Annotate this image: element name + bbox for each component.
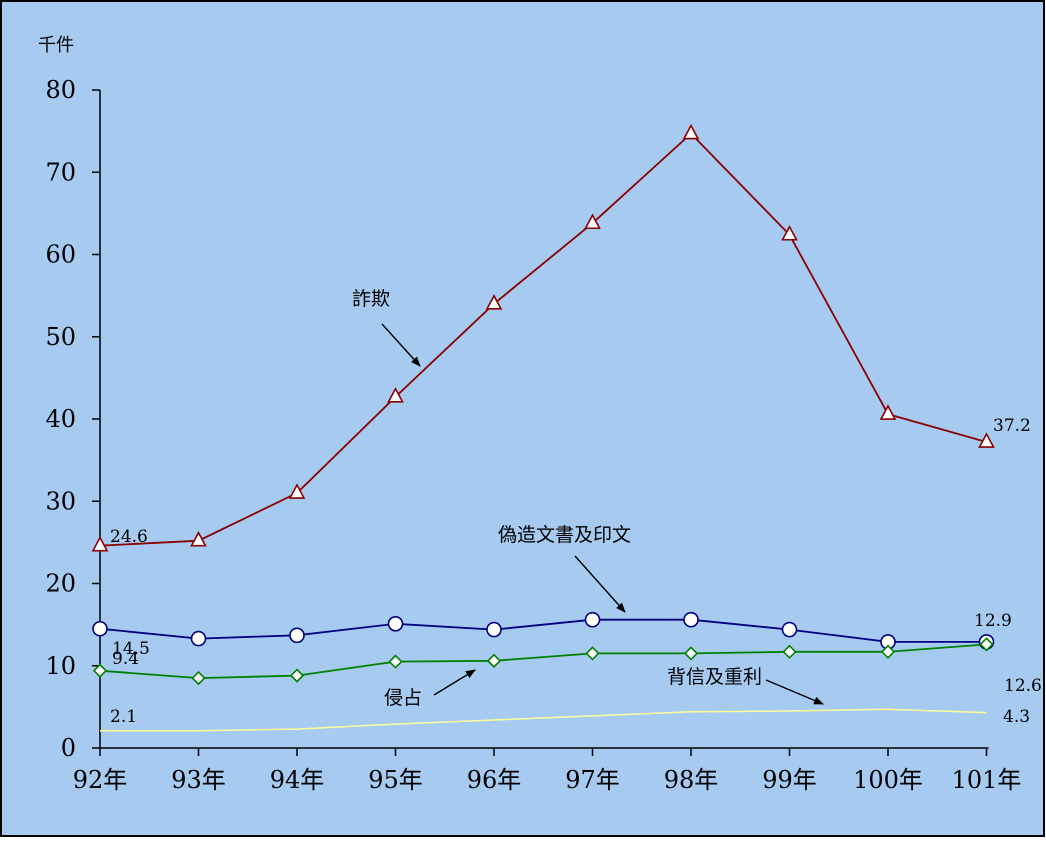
y-tick-label: 0 <box>61 734 76 762</box>
x-tick-label: 94年 <box>270 766 325 794</box>
data-label-fraud-92: 24.6 <box>110 527 148 547</box>
triangle-marker <box>879 404 897 420</box>
series-markers <box>91 123 995 686</box>
series-lines <box>99 132 987 732</box>
diamond-marker <box>782 644 797 659</box>
triangle-marker <box>584 213 601 230</box>
series-line-1 <box>99 618 987 643</box>
annotation-arrow <box>433 669 476 696</box>
triangle-marker <box>682 123 700 140</box>
y-tick-label: 10 <box>45 652 76 680</box>
circle-marker <box>289 627 305 644</box>
circle-marker <box>486 621 502 638</box>
diamond-marker <box>880 644 896 659</box>
y-tick-label: 70 <box>45 158 76 186</box>
series-line-3 <box>100 708 987 732</box>
x-tick-label: 95年 <box>368 766 423 794</box>
diamond-marker <box>486 653 502 668</box>
axes: 0 10 20 30 40 50 60 70 80 92年 93年 94年 95年 96年 97年 98年 99… <box>45 76 1021 794</box>
data-label-forgery-101: 12.9 <box>974 611 1012 631</box>
triangle-marker <box>387 387 404 403</box>
diamond-marker <box>92 663 108 678</box>
diamond-marker <box>289 668 305 683</box>
annotation-forgery: 偽造文書及印文 <box>498 524 631 546</box>
diamond-marker <box>683 646 699 661</box>
triangle-marker <box>781 225 798 241</box>
diamond-marker <box>191 670 206 686</box>
y-axis-unit-label: 千件 <box>38 35 74 56</box>
x-tick-label: 99年 <box>762 766 817 794</box>
x-tick-label: 93年 <box>171 766 226 794</box>
y-tick-label: 50 <box>45 323 76 351</box>
triangle-marker <box>978 432 995 448</box>
diamond-marker <box>585 646 600 661</box>
annotation-embezzlement: 侵占 <box>384 687 422 709</box>
y-tick-label: 40 <box>45 405 76 433</box>
x-tick-label: 96年 <box>467 766 522 794</box>
data-label-fraud-101: 37.2 <box>993 416 1031 436</box>
annotation-arrows <box>381 323 824 705</box>
circle-marker <box>584 611 601 628</box>
diamond-marker <box>388 654 403 669</box>
series-line-0 <box>99 132 987 547</box>
series-annotations: 詐欺 偽造文書及印文 侵占 背信及重利 <box>352 288 762 709</box>
series-line-2 <box>99 643 987 680</box>
annotation-arrow <box>574 555 626 613</box>
y-tick-label: 20 <box>45 570 76 598</box>
circle-marker <box>683 611 699 628</box>
data-label-breach-101: 4.3 <box>1003 707 1030 727</box>
diamond-marker <box>979 637 994 652</box>
triangle-marker <box>485 294 503 310</box>
x-tick-label: 97年 <box>565 766 620 794</box>
y-tick-label: 60 <box>45 241 76 269</box>
data-label-breach-92: 2.1 <box>110 707 137 727</box>
data-labels: 24.6 37.2 14.5 12.9 9.4 12.6 2.1 4.3 <box>110 416 1042 727</box>
circle-marker <box>92 620 108 637</box>
triangle-marker <box>91 535 109 552</box>
x-tick-label: 98年 <box>664 766 719 794</box>
data-label-forgery-92: 14.5 <box>112 639 150 659</box>
x-tick-label: 100年 <box>853 766 923 794</box>
x-tick-label: 92年 <box>73 766 128 794</box>
annotation-arrow <box>381 323 421 367</box>
annotation-fraud: 詐欺 <box>352 288 390 310</box>
annotation-arrow <box>765 679 824 705</box>
circle-marker <box>387 616 404 632</box>
data-label-embezzle-101: 12.6 <box>1004 676 1042 696</box>
circle-marker <box>190 630 207 647</box>
triangle-marker <box>190 531 207 547</box>
circle-marker <box>781 621 798 638</box>
y-tick-label: 80 <box>45 76 76 104</box>
annotation-breach-usury: 背信及重利 <box>667 666 762 688</box>
y-tick-label: 30 <box>45 487 76 515</box>
x-tick-label: 101年 <box>952 766 1022 794</box>
triangle-marker <box>288 483 306 499</box>
data-label-embezzle-92: 9.4 <box>112 649 139 669</box>
